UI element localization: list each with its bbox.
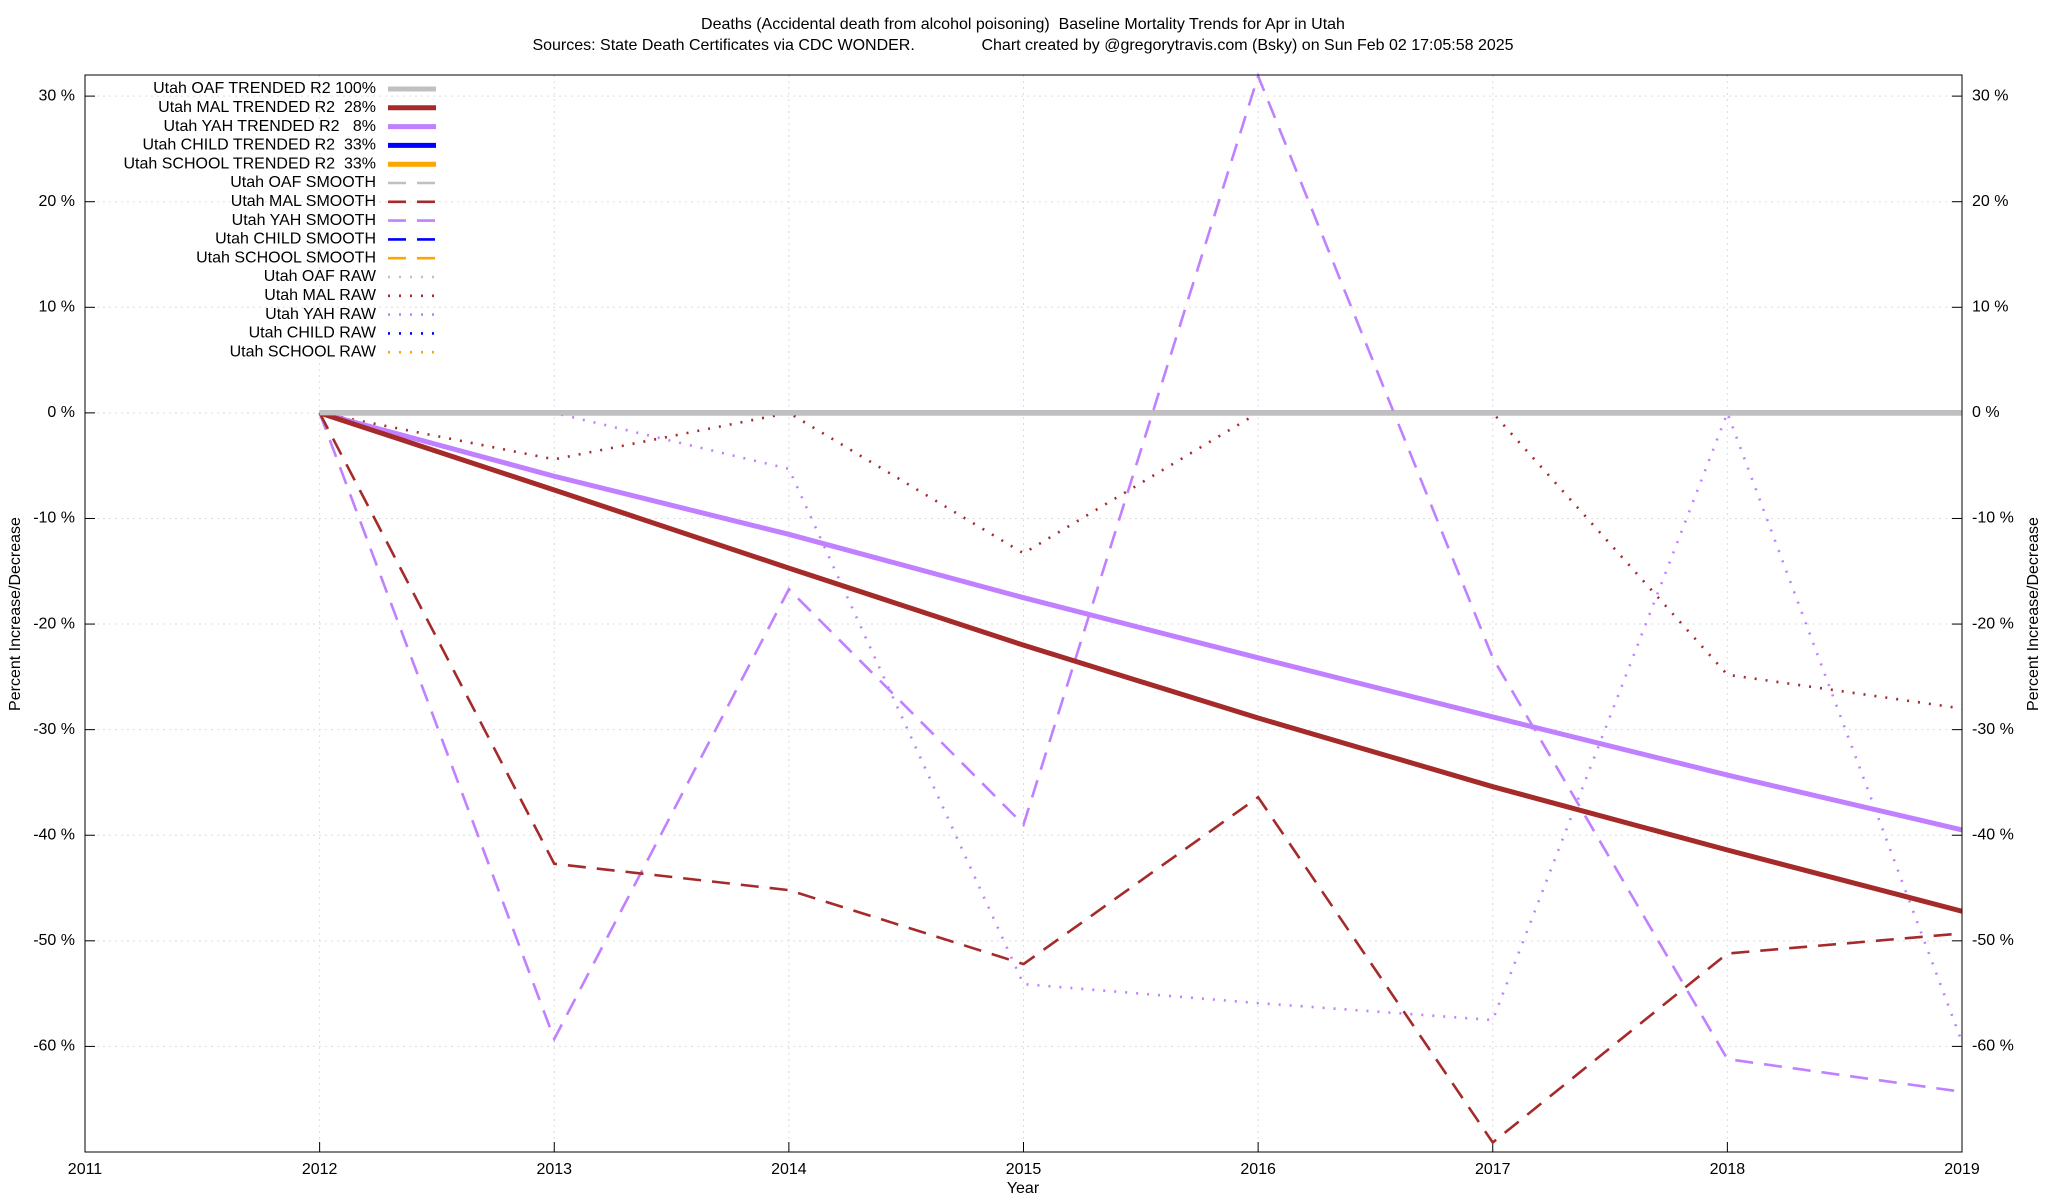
y2-tick-label: -50 % [1972, 932, 2014, 949]
plot-frame [84, 74, 1963, 1153]
y2-tick-label: 10 % [1972, 299, 2008, 316]
series-line [318, 410, 1963, 833]
legend-label: Utah OAF SMOOTH [230, 174, 376, 191]
x-tick-label: 2017 [1475, 1161, 1511, 1178]
x-tick-label: 2014 [771, 1161, 807, 1178]
y2-tick-label: -30 % [1972, 721, 2014, 738]
y2-tick-label: 0 % [1972, 404, 2000, 421]
x-tick-label: 2019 [1944, 1161, 1980, 1178]
series-line [319, 411, 1963, 710]
x-tick-label: 2015 [1006, 1161, 1042, 1178]
y-axis-label: Percent Increase/Decrease [7, 517, 24, 711]
legend-label: Utah SCHOOL TRENDED R2 33% [123, 155, 376, 172]
y-tick-label: -20 % [33, 615, 75, 632]
series-line [318, 410, 1963, 914]
x-tick-label: 2013 [536, 1161, 572, 1178]
y2-tick-label: -20 % [1972, 615, 2014, 632]
x-tick-label: 2012 [302, 1161, 338, 1178]
y2-tick-label: -60 % [1972, 1038, 2014, 1055]
y-tick-label: 30 % [39, 87, 75, 104]
y2-tick-label: -10 % [1972, 510, 2014, 527]
chart-subtitle: Sources: State Death Certificates via CD… [532, 37, 1513, 54]
legend-label: Utah CHILD RAW [249, 325, 377, 342]
x-tick-label: 2011 [68, 1161, 103, 1178]
y-tick-label: -50 % [33, 932, 75, 949]
legend-label: Utah YAH RAW [265, 306, 377, 323]
series-line [318, 72, 1963, 1094]
y2-tick-label: 20 % [1972, 193, 2008, 210]
legend-label: Utah OAF RAW [264, 268, 377, 285]
legend-label: Utah OAF TRENDED R2 100% [153, 80, 376, 97]
y-tick-label: 20 % [39, 193, 75, 210]
series-line [318, 412, 1963, 1145]
x-tick-label: 2016 [1240, 1161, 1276, 1178]
x-axis-label: Year [1007, 1180, 1040, 1197]
chart-title: Deaths (Accidental death from alcohol po… [701, 16, 1345, 33]
legend-label: Utah MAL SMOOTH [231, 193, 376, 210]
y-tick-label: 0 % [47, 404, 75, 421]
legend-label: Utah MAL RAW [264, 287, 377, 304]
y2-tick-label: -40 % [1972, 826, 2014, 843]
y-tick-label: -30 % [33, 721, 75, 738]
legend-label: Utah CHILD TRENDED R2 33% [142, 137, 376, 154]
y-tick-label: -60 % [33, 1038, 75, 1055]
y2-axis-label: Percent Increase/Decrease [2025, 517, 2042, 711]
y-tick-label: 10 % [39, 299, 75, 316]
legend-label: Utah YAH SMOOTH [232, 212, 376, 229]
y-tick-label: -10 % [33, 510, 75, 527]
legend-label: Utah SCHOOL RAW [230, 343, 377, 360]
legend-label: Utah MAL TRENDED R2 28% [158, 99, 376, 116]
x-tick-label: 2018 [1710, 1161, 1746, 1178]
y2-tick-label: 30 % [1972, 87, 2008, 104]
legend-label: Utah CHILD SMOOTH [215, 231, 376, 248]
y-tick-label: -40 % [33, 826, 75, 843]
legend-label: Utah YAH TRENDED R2 8% [163, 118, 376, 135]
legend-label: Utah SCHOOL SMOOTH [196, 249, 376, 266]
